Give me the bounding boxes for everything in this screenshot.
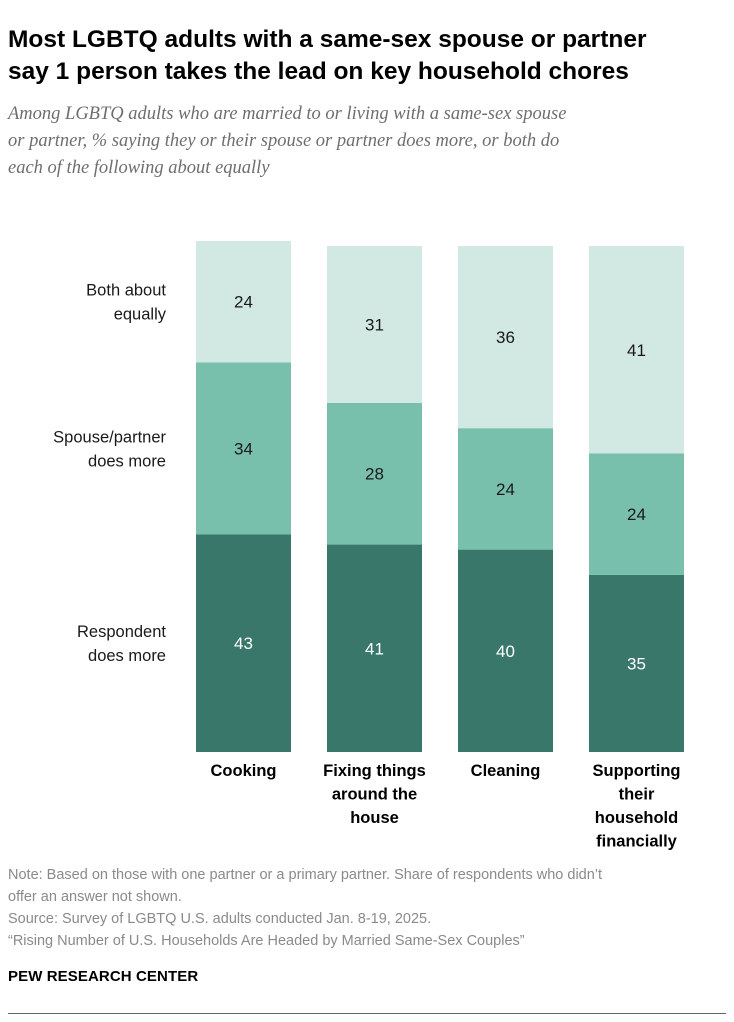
source-text: Source: Survey of LGBTQ U.S. adults cond… — [8, 911, 432, 927]
bar-segment-both-about-equally — [589, 246, 684, 454]
data-label-respondent-does-more: 35 — [627, 654, 646, 673]
data-label-respondent-does-more: 40 — [496, 642, 515, 661]
note-line: offer an answer not shown. — [8, 889, 182, 905]
bar-segment-both-about-equally — [196, 241, 291, 363]
legend-label-line: Respondent — [77, 623, 166, 641]
chart-subtitle-line: Among LGBTQ adults who are married to or… — [8, 104, 567, 124]
data-label-spouse-partner-does-more: 34 — [234, 439, 253, 458]
category-label: Supporting their household financially — [593, 762, 681, 850]
legend-label-both-about-equally: Both about equally — [86, 282, 167, 324]
stacked-bar-chart: 43 34 24 Cooking 41 28 31 Fixing things around t… — [53, 241, 684, 850]
bar-segment-both-about-equally — [458, 246, 553, 429]
category-label-line: Cooking — [211, 762, 277, 780]
category-label-line: Fixing things — [323, 762, 426, 780]
legend-label-line: does more — [88, 452, 166, 470]
chart-subtitle-line: or partner, % saying they or their spous… — [8, 131, 560, 151]
chart-title: Most LGBTQ adults with a same-sex spouse… — [8, 24, 728, 88]
category-label-line: their — [619, 786, 655, 804]
data-label-both-about-equally: 41 — [627, 341, 646, 360]
legend-label-spouse-partner-does-more: Spouse/partner does more — [53, 428, 166, 470]
chart-subtitle: Among LGBTQ adults who are married to or… — [8, 101, 724, 182]
category-label-line: around the — [332, 786, 417, 804]
data-label-respondent-does-more: 41 — [365, 639, 384, 658]
data-label-respondent-does-more: 43 — [234, 634, 253, 653]
category-label-line: Supporting — [593, 762, 681, 780]
note-line: Note: Based on those with one partner or… — [8, 867, 603, 883]
bar-segment-both-about-equally — [327, 246, 422, 403]
bar-segment-respondent-does-more — [196, 534, 291, 752]
category-label: Fixing things around the house — [323, 762, 426, 827]
legend-label-line: Spouse/partner — [53, 428, 166, 446]
chart-title-line: Most LGBTQ adults with a same-sex spouse… — [8, 26, 647, 53]
category-label: Cooking — [211, 762, 277, 780]
bar-segment-spouse-partner-does-more — [589, 453, 684, 575]
data-label-spouse-partner-does-more: 28 — [365, 465, 384, 484]
legend-label-line: does more — [88, 647, 166, 665]
data-label-spouse-partner-does-more: 24 — [496, 480, 515, 499]
bar-segment-spouse-partner-does-more — [458, 428, 553, 550]
note-text: Note: Based on those with one partner or… — [8, 864, 730, 908]
bar-segment-respondent-does-more — [458, 549, 553, 752]
chart-subtitle-line: each of the following about equally — [8, 158, 270, 178]
category-label: Cleaning — [471, 762, 541, 780]
category-label-line: financially — [596, 833, 678, 851]
bar-segment-spouse-partner-does-more — [196, 362, 291, 535]
brand-logo-text: PEW RESEARCH CENTER — [8, 968, 199, 985]
bar-segment-respondent-does-more — [327, 544, 422, 752]
bar-segment-respondent-does-more — [589, 574, 684, 752]
bottom-divider — [8, 1013, 726, 1014]
data-label-both-about-equally: 24 — [234, 293, 253, 312]
category-label-line: Cleaning — [471, 762, 541, 780]
data-label-both-about-equally: 31 — [365, 315, 384, 334]
chart-footer: Note: Based on those with one partner or… — [8, 864, 730, 952]
legend-label-line: Both about — [86, 282, 166, 300]
report-title-text: “Rising Number of U.S. Households Are He… — [8, 933, 525, 949]
category-label-line: house — [350, 809, 399, 827]
category-label-line: household — [595, 809, 678, 827]
bar-segment-spouse-partner-does-more — [327, 402, 422, 545]
legend-label-line: equally — [114, 306, 167, 324]
data-label-both-about-equally: 36 — [496, 328, 515, 347]
legend-label-respondent-does-more: Respondent does more — [77, 623, 166, 665]
chart-title-line: say 1 person takes the lead on key house… — [8, 58, 629, 85]
data-label-spouse-partner-does-more: 24 — [627, 505, 646, 524]
